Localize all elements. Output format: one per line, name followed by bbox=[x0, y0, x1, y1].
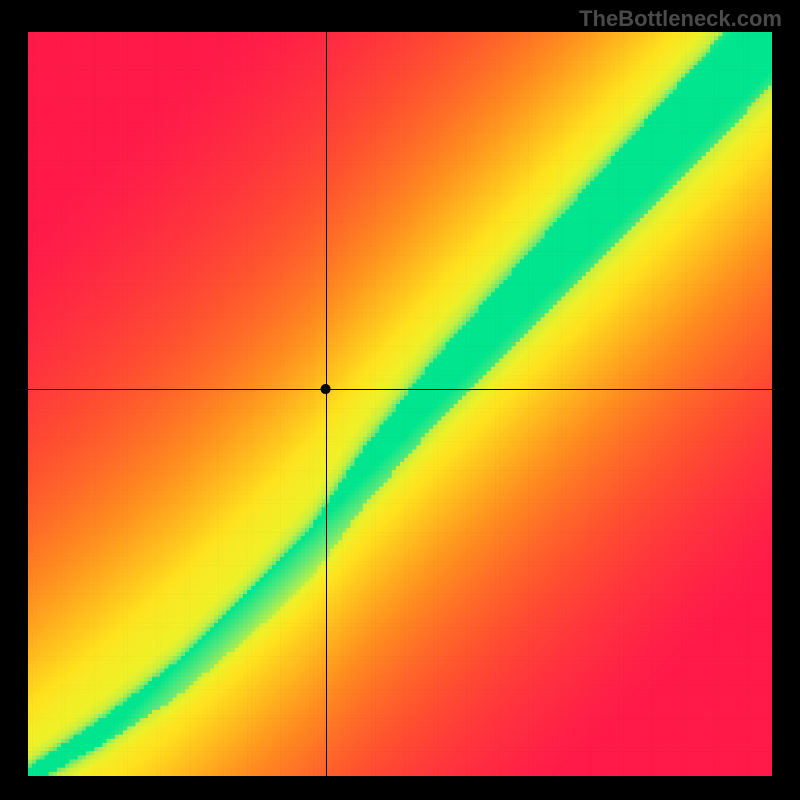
heatmap-canvas bbox=[28, 32, 772, 776]
watermark-text: TheBottleneck.com bbox=[579, 6, 782, 32]
chart-container: TheBottleneck.com bbox=[0, 0, 800, 800]
heatmap-plot bbox=[28, 32, 772, 776]
